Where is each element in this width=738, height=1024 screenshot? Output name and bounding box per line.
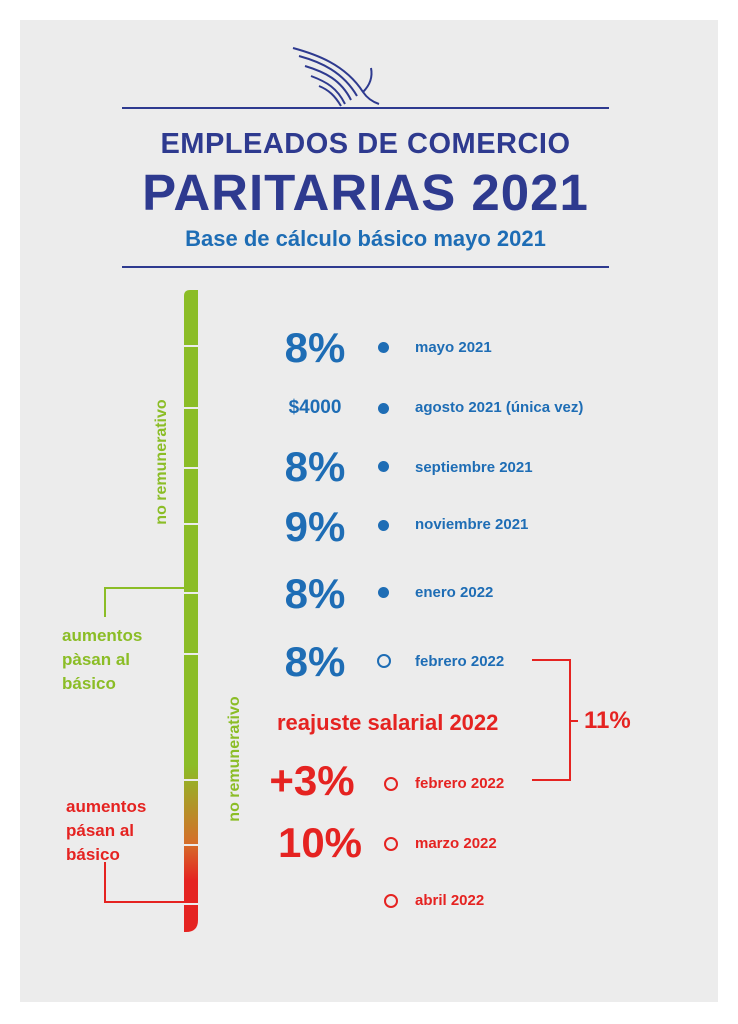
increase-date: febrero 2022 xyxy=(415,775,505,792)
increase-date: septiembre 2021 xyxy=(415,459,533,476)
green-note-line: pàsan al xyxy=(62,650,131,669)
increase-value: +3% xyxy=(269,757,355,804)
open-circle-icon xyxy=(384,837,398,851)
increase-value: 8% xyxy=(284,443,346,490)
increase-value: 8% xyxy=(284,324,346,371)
vertical-label-no-remunerativo-1: no remunerativo xyxy=(153,399,170,525)
increase-date: febrero 2022 xyxy=(415,653,505,670)
green-note: aumentos pàsan al básico xyxy=(62,624,142,696)
red-connector xyxy=(104,862,186,903)
reajuste-bracket xyxy=(532,659,578,781)
open-circle-icon xyxy=(384,894,398,908)
filled-dot-icon xyxy=(378,403,389,414)
increase-date: marzo 2022 xyxy=(415,835,497,852)
red-note: aumentos pásan al básico xyxy=(66,795,146,867)
increase-value: $4000 xyxy=(288,397,342,418)
green-connector xyxy=(104,587,186,617)
increase-date: mayo 2021 xyxy=(415,339,492,356)
red-note-line: aumentos xyxy=(66,797,147,816)
increase-date: abril 2022 xyxy=(415,892,485,909)
header-rule-bottom xyxy=(122,266,609,268)
filled-dot-icon xyxy=(378,520,389,531)
infographic-card xyxy=(20,20,718,1002)
green-note-line: aumentos xyxy=(62,626,143,645)
filled-dot-icon xyxy=(378,587,389,598)
header-rule-top xyxy=(122,107,609,109)
open-circle-icon xyxy=(384,777,398,791)
increase-date: noviembre 2021 xyxy=(415,516,529,533)
increase-value: 8% xyxy=(284,570,346,617)
timeline-bar xyxy=(184,290,198,932)
increase-value: 8% xyxy=(284,638,346,685)
wing-icon xyxy=(292,47,380,107)
header-caption: Base de cálculo básico mayo 2021 xyxy=(185,226,546,251)
red-note-line: básico xyxy=(66,845,120,864)
reajuste-label: reajuste salarial 2022 xyxy=(277,710,499,735)
page-title: PARITARIAS 2021 xyxy=(142,164,589,221)
open-circle-icon xyxy=(377,654,391,668)
increase-value: 10% xyxy=(277,819,363,866)
green-note-line: básico xyxy=(62,674,116,693)
vertical-label-no-remunerativo-2: no remunerativo xyxy=(226,696,243,822)
header-subtitle: EMPLEADOS DE COMERCIO xyxy=(160,128,571,160)
increase-date: enero 2022 xyxy=(415,584,494,601)
filled-dot-icon xyxy=(378,342,389,353)
increase-value: 9% xyxy=(284,503,346,550)
filled-dot-icon xyxy=(378,461,389,472)
increase-date: agosto 2021 (única vez) xyxy=(415,399,584,416)
reajuste-total: 11% xyxy=(584,707,631,734)
red-note-line: pásan al xyxy=(66,821,135,840)
